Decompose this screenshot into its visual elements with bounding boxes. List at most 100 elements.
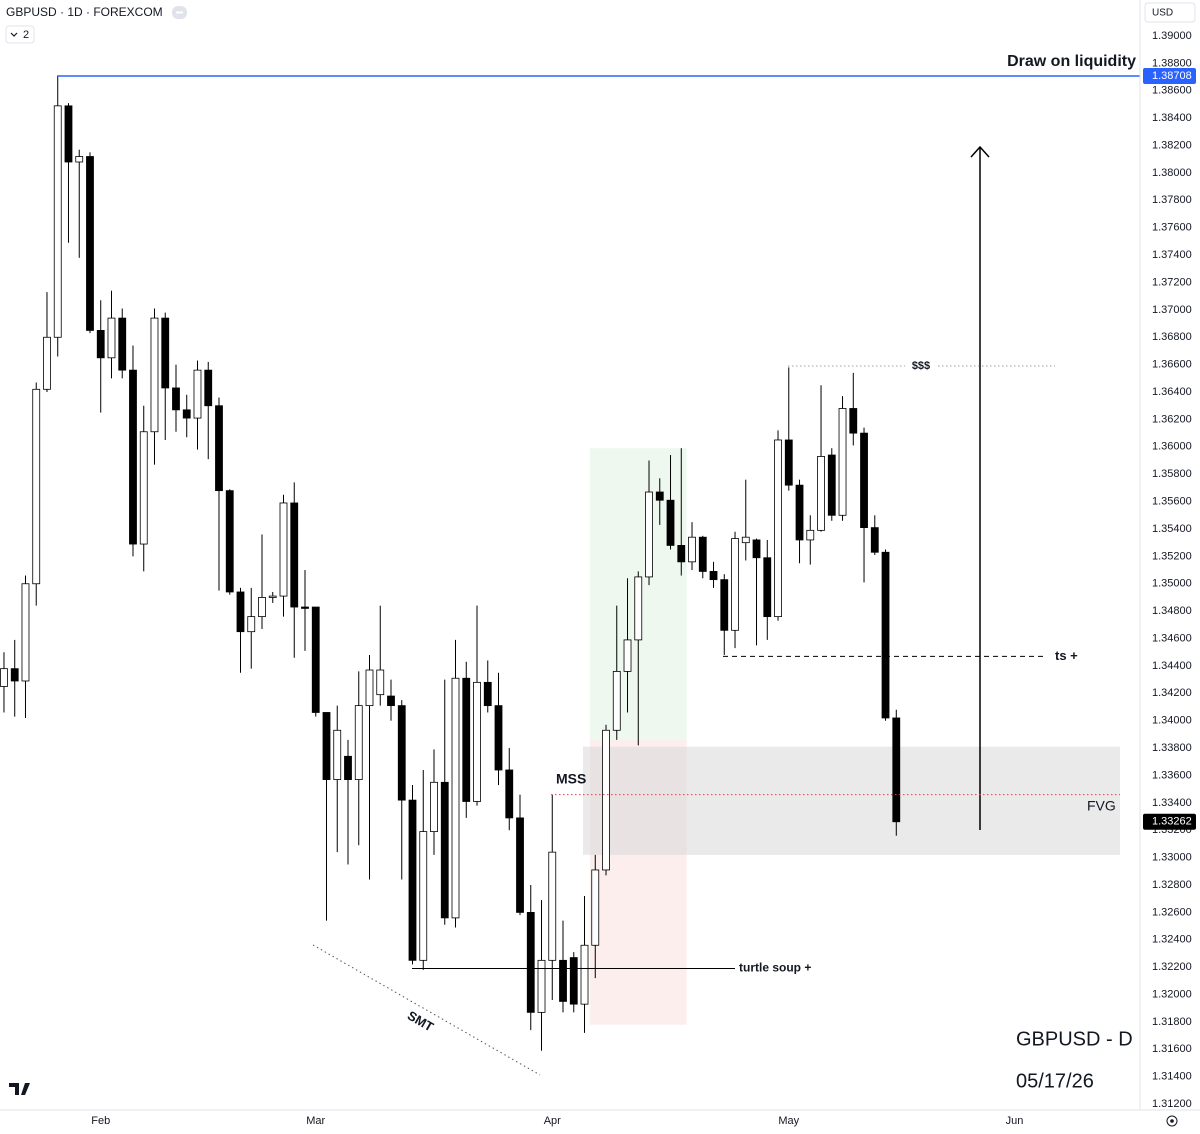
candle-body bbox=[580, 944, 589, 1005]
overlay: SMT GBPUSD - D 05/17/26 Draw on liquidit… bbox=[57, 53, 1140, 1092]
y-tick-label: 1.38600 bbox=[1152, 85, 1192, 97]
candle-body bbox=[892, 717, 901, 823]
candle-body bbox=[376, 669, 385, 696]
zones bbox=[583, 448, 1120, 1025]
candle-body bbox=[473, 681, 481, 802]
candle-body bbox=[462, 677, 471, 802]
chevron bbox=[10, 32, 18, 37]
candle-body bbox=[655, 491, 664, 501]
candle-body bbox=[75, 156, 84, 163]
candle-body bbox=[516, 817, 524, 913]
candle-body bbox=[118, 317, 127, 371]
settings-button[interactable] bbox=[1166, 1115, 1178, 1127]
y-tick-label: 1.36600 bbox=[1152, 359, 1192, 371]
y-tick-label: 1.31200 bbox=[1152, 1098, 1192, 1110]
candle-body bbox=[333, 729, 342, 780]
y-tick-label: 1.34600 bbox=[1152, 632, 1192, 644]
smt-line bbox=[312, 944, 541, 1076]
candle-body bbox=[107, 317, 116, 359]
price-axis: 1.31200 1.31400 1.31600 1.31800 1.32000 1.322… bbox=[1143, 30, 1196, 1110]
x-tick-label: Jun bbox=[1006, 1115, 1024, 1127]
candle-body bbox=[720, 579, 729, 631]
x-tick-label: Feb bbox=[91, 1115, 110, 1127]
candle-body bbox=[182, 409, 191, 419]
candle-body bbox=[53, 105, 62, 338]
candle-body bbox=[731, 538, 739, 631]
candle-body bbox=[344, 755, 352, 780]
y-tick-label: 1.34000 bbox=[1152, 715, 1192, 727]
annotation-label: MSS bbox=[556, 770, 586, 786]
y-tick-label: 1.38000 bbox=[1152, 167, 1192, 179]
candle-body bbox=[0, 668, 8, 687]
y-tick-label: 1.31600 bbox=[1152, 1043, 1192, 1055]
y-tick-label: 1.32600 bbox=[1152, 906, 1192, 918]
candle-body bbox=[870, 527, 879, 553]
candle-body bbox=[215, 405, 223, 492]
logo[interactable] bbox=[9, 1083, 30, 1095]
candle-body bbox=[419, 831, 428, 961]
watermark-symbol: GBPUSD - D bbox=[1016, 1028, 1133, 1050]
y-tick-label: 1.35600 bbox=[1152, 496, 1192, 508]
y-tick-label: 1.36000 bbox=[1152, 441, 1192, 453]
candle-body bbox=[774, 439, 782, 618]
currency-select[interactable] bbox=[1144, 2, 1196, 23]
candle-body bbox=[129, 369, 137, 545]
candle-body bbox=[408, 799, 417, 961]
candle-body bbox=[860, 432, 868, 529]
y-tick-label: 1.37000 bbox=[1152, 304, 1192, 316]
candle-body bbox=[741, 536, 750, 544]
candle-body bbox=[784, 439, 793, 486]
y-tick-label: 1.35400 bbox=[1152, 523, 1192, 535]
candle-body bbox=[301, 606, 309, 609]
candle-body bbox=[709, 571, 718, 581]
candle-body bbox=[268, 595, 277, 598]
y-tick-label: 1.32200 bbox=[1152, 961, 1192, 973]
y-tick-label: 1.36200 bbox=[1152, 413, 1192, 425]
y-tick-label: 1.32800 bbox=[1152, 879, 1192, 891]
candle-body bbox=[365, 669, 374, 707]
candle-body bbox=[451, 677, 460, 919]
x-tick-label: Mar bbox=[306, 1115, 325, 1127]
candle-body bbox=[795, 484, 804, 541]
candle-body bbox=[526, 912, 535, 1013]
candle-body bbox=[193, 369, 202, 419]
candle-body bbox=[150, 317, 159, 433]
candle-body bbox=[290, 502, 299, 608]
candles bbox=[0, 75, 901, 1051]
candle-body bbox=[548, 851, 557, 961]
candle-body bbox=[591, 869, 600, 946]
candle-body bbox=[569, 957, 578, 1005]
y-tick-label: 1.37400 bbox=[1152, 249, 1192, 261]
candle-body bbox=[204, 369, 213, 407]
candle-body bbox=[172, 387, 180, 411]
candle-body bbox=[505, 769, 514, 819]
candle-body bbox=[322, 712, 331, 780]
candle-body bbox=[698, 536, 707, 572]
y-tick-label: 1.32000 bbox=[1152, 988, 1192, 1000]
candle-body bbox=[397, 705, 406, 801]
candle-body bbox=[430, 781, 438, 833]
y-tick-label: 1.34400 bbox=[1152, 660, 1192, 672]
candle-body bbox=[86, 156, 94, 331]
y-tick-label: 1.31400 bbox=[1152, 1071, 1192, 1083]
last-price-label: 1.33262 bbox=[1152, 816, 1192, 828]
candle-body bbox=[258, 597, 266, 618]
y-tick-label: 1.37800 bbox=[1152, 194, 1192, 206]
candle-body bbox=[817, 456, 825, 531]
candle-body bbox=[849, 408, 858, 434]
y-tick-label: 1.37600 bbox=[1152, 222, 1192, 234]
candle-body bbox=[688, 536, 696, 563]
candle-body bbox=[634, 576, 643, 641]
indicator-toggle[interactable] bbox=[5, 25, 35, 44]
y-tick-label: 1.38200 bbox=[1152, 139, 1192, 151]
candle-body bbox=[645, 491, 653, 578]
candle-body bbox=[602, 729, 610, 871]
symbol-title[interactable]: GBPUSD · 1D · FOREXCOM bbox=[6, 5, 163, 19]
candle-body bbox=[236, 591, 245, 633]
annotation-label: $$$ bbox=[912, 360, 930, 372]
y-tick-label: 1.31800 bbox=[1152, 1016, 1192, 1028]
candle-body bbox=[838, 408, 847, 516]
y-tick-label: 1.34800 bbox=[1152, 605, 1192, 617]
candle-body bbox=[666, 499, 675, 546]
